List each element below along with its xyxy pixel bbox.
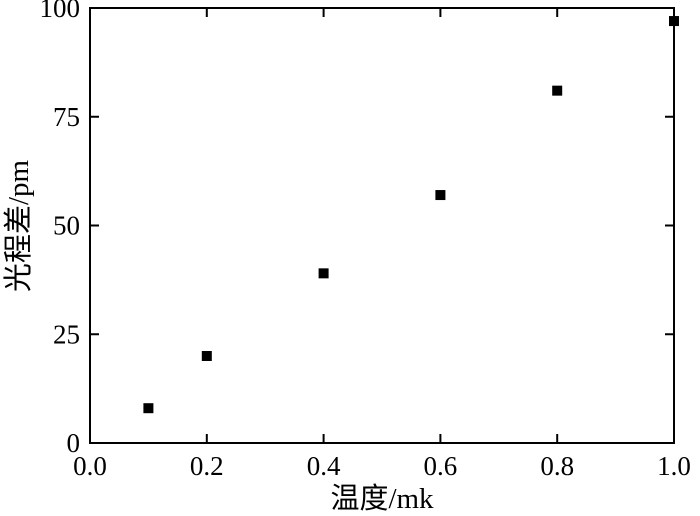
y-tick-label-2: 50 bbox=[53, 211, 80, 241]
y-tick-label-3: 75 bbox=[53, 102, 80, 132]
data-point-3 bbox=[435, 190, 446, 201]
x-tick-label-0: 0.0 bbox=[73, 451, 107, 481]
y-axis-label: 光程差/pm bbox=[2, 160, 35, 293]
x-tick-label-2: 0.4 bbox=[307, 451, 341, 481]
data-point-0 bbox=[143, 403, 154, 414]
data-point-1 bbox=[201, 351, 212, 361]
data-point-2 bbox=[318, 268, 329, 279]
tick-labels: 0.0 0.2 0.4 0.6 0.8 1.0 0 25 50 75 100 bbox=[40, 0, 691, 481]
data-points bbox=[143, 16, 679, 414]
x-tick-label-1: 0.2 bbox=[190, 451, 224, 481]
x-tick-label-3: 0.6 bbox=[424, 451, 458, 481]
axis-ticks bbox=[89, 7, 675, 444]
x-axis-label: 温度/mk bbox=[330, 482, 434, 515]
x-tick-label-4: 0.8 bbox=[540, 451, 574, 481]
y-tick-label-4: 100 bbox=[40, 0, 81, 23]
data-point-5 bbox=[669, 16, 679, 27]
plot-frame bbox=[89, 7, 675, 444]
data-point-4 bbox=[552, 85, 563, 96]
y-tick-label-1: 25 bbox=[53, 319, 80, 349]
x-tick-label-5: 1.0 bbox=[657, 451, 691, 481]
y-tick-label-0: 0 bbox=[67, 428, 81, 458]
